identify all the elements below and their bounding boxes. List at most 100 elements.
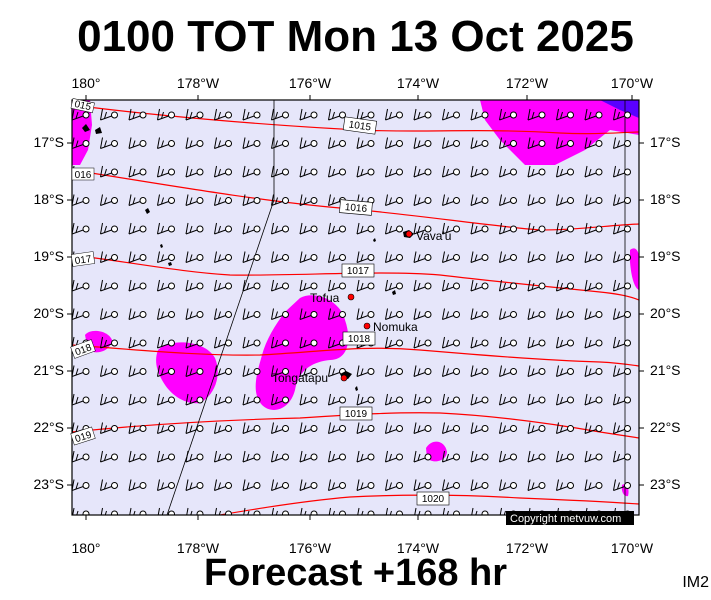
lon-label: 178°W	[177, 540, 220, 556]
wind-barb	[527, 108, 546, 121]
lat-label: 18°S	[33, 191, 64, 207]
date-line	[166, 199, 275, 515]
lon-labels-top: 180° 178°W 176°W 174°W 172°W 170°W	[72, 75, 654, 91]
wind-barb	[128, 336, 147, 349]
wind-barb	[442, 251, 460, 263]
lon-labels-bottom: 180° 178°W 176°W 174°W 172°W 170°W	[72, 540, 654, 556]
wind-barb	[157, 108, 175, 121]
wind-barb	[584, 137, 603, 149]
place-tongatapu: Tongatapu	[272, 371, 348, 385]
wind-barb	[413, 336, 432, 349]
wind-barb	[556, 194, 574, 206]
wind-barb	[271, 336, 289, 349]
wind-barb	[413, 251, 432, 263]
wind-barb	[185, 393, 204, 406]
isobar-line	[72, 344, 639, 367]
wind-barb	[271, 165, 289, 178]
svg-text:1020: 1020	[422, 494, 445, 505]
wind-barb	[613, 279, 631, 292]
wind-barb	[527, 222, 546, 235]
wind-barb	[328, 222, 346, 235]
wind-barb	[613, 108, 631, 121]
precip-area-east	[630, 248, 639, 290]
wind-barb	[157, 194, 175, 206]
wind-barb	[242, 393, 261, 406]
wind-barb	[328, 450, 346, 463]
wind-barb	[299, 422, 318, 434]
place-vavau: Vava'u	[405, 229, 451, 243]
wind-barb	[470, 336, 489, 349]
wind-barb	[72, 507, 90, 515]
wind-barb	[185, 450, 204, 463]
wind-barb	[242, 450, 261, 463]
wind-barb	[442, 222, 460, 235]
wind-barb	[527, 279, 546, 292]
wind-barb	[470, 194, 489, 206]
isobar-label-1018: 1018	[342, 331, 376, 346]
wind-barb	[242, 279, 261, 292]
wind-barb	[385, 194, 403, 206]
wind-barb	[556, 222, 574, 235]
wind-barb	[100, 165, 118, 178]
wind-barb	[442, 450, 460, 463]
wind-barb	[527, 165, 546, 178]
wind-barb	[556, 450, 574, 463]
wind-barb	[385, 165, 403, 178]
lat-label: 17°S	[650, 134, 681, 150]
wind-barb	[299, 165, 318, 178]
wind-barb	[442, 137, 460, 149]
wind-barb	[214, 336, 232, 349]
wind-barb	[100, 479, 118, 491]
wind-barb	[157, 479, 175, 491]
wind-barb	[385, 422, 403, 434]
wind-barb	[499, 108, 517, 121]
wind-barb	[385, 336, 403, 349]
wind-barb	[243, 507, 261, 515]
wind-barb	[413, 279, 432, 292]
wind-barb	[214, 308, 232, 320]
lat-label: 20°S	[33, 305, 64, 321]
wind-barb	[271, 393, 289, 406]
wind-barb	[185, 222, 204, 235]
wind-barb	[556, 108, 574, 121]
wind-barb	[271, 279, 289, 292]
wind-barb	[584, 279, 603, 292]
wind-barb	[442, 279, 460, 292]
wind-barb	[128, 393, 147, 406]
wind-barb	[499, 393, 517, 406]
wind-barb	[385, 365, 403, 377]
wind-barb	[527, 194, 546, 206]
wind-barb	[413, 393, 432, 406]
wind-barb	[356, 279, 375, 292]
wind-barb	[328, 422, 346, 434]
wind-barb	[186, 507, 204, 515]
wind-barb	[442, 365, 460, 377]
wind-barb	[214, 165, 232, 178]
wind-barb	[185, 365, 204, 377]
wind-barb	[442, 194, 460, 206]
wind-barb	[613, 308, 631, 320]
wind-barb	[185, 108, 204, 121]
svg-text:1015: 1015	[348, 119, 372, 133]
wind-barb	[527, 450, 546, 463]
wind-barb	[527, 365, 546, 377]
lon-label: 172°W	[506, 540, 549, 556]
wind-barb	[299, 336, 318, 349]
wind-barb	[328, 507, 346, 515]
wind-barb	[72, 194, 90, 206]
wind-barb	[499, 422, 517, 434]
wind-barb	[584, 108, 603, 121]
wind-barb	[242, 222, 261, 235]
wind-barb	[584, 308, 603, 320]
wind-barb	[385, 251, 403, 263]
wind-barb	[72, 108, 90, 121]
svg-text:016: 016	[75, 170, 92, 181]
wind-barb	[556, 137, 574, 149]
wind-barb	[128, 165, 147, 178]
wind-barb	[584, 336, 603, 349]
wind-barb	[356, 308, 375, 320]
wind-barb	[299, 393, 318, 406]
wind-barb	[299, 108, 318, 121]
wind-barb	[385, 393, 403, 406]
wind-barb	[328, 479, 346, 491]
